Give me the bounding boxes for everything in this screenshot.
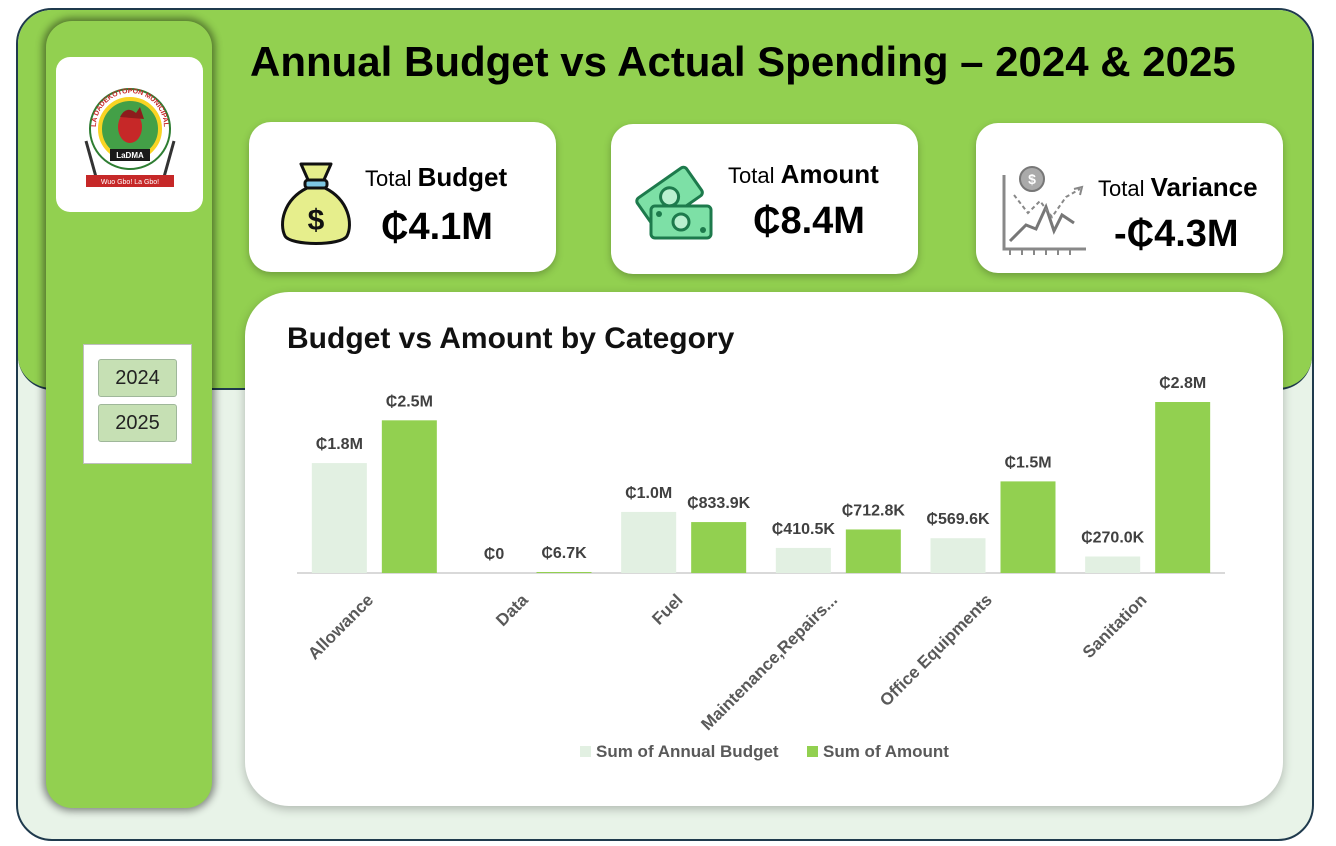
bar-chart: ₵1.8M ₵2.5M Allowance ₵0 ₵6.7K Data ₵1.0M ₵833.… (297, 375, 1225, 761)
page-title: Annual Budget vs Actual Spending – 2024 … (250, 38, 1236, 85)
kpi-variance-value: -₵4.3M (1114, 213, 1239, 255)
data-label: ₵410.5K (772, 521, 836, 538)
data-label: ₵270.0K (1081, 530, 1145, 547)
kpi-variance-label: Total Variance (1098, 172, 1258, 202)
svg-text:$: $ (308, 204, 325, 237)
legend-swatch (807, 746, 818, 757)
data-label: ₵569.6K (926, 511, 990, 528)
bar-budget (1085, 556, 1141, 573)
kpi-total-amount: Total Amount ₵8.4M (611, 124, 918, 274)
category-tick-label: Fuel (648, 590, 686, 628)
svg-text:$: $ (1028, 171, 1036, 187)
legend-label: Sum of Amount (823, 742, 949, 761)
slicer-option-2025[interactable]: 2025 (98, 404, 177, 442)
year-slicer: 2024 2025 (83, 344, 192, 464)
money-bag-icon: $ (281, 162, 351, 245)
trend-chart-icon: $ (1002, 166, 1086, 255)
data-label: ₵2.8M (1159, 375, 1206, 392)
rooster-icon (118, 111, 142, 143)
bar-amount (536, 572, 592, 573)
category-tick-label: Maintenance,Repairs... (697, 590, 841, 734)
kpi-budget-label: Total Budget (365, 162, 508, 192)
chart-card: Budget vs Amount by Category ₵1.8M ₵2.5M A… (245, 292, 1283, 806)
category-tick-label: Office Equipments (876, 590, 996, 710)
data-label: ₵2.5M (386, 393, 433, 410)
municipal-logo: LA DADEKOTOPON MUNICIPAL ASSEMBLY LaDMA … (53, 52, 176, 187)
bar-amount (691, 522, 747, 573)
kpi-amount-label: Total Amount (728, 159, 879, 189)
banknotes-icon (635, 165, 713, 240)
kpi-total-budget: $ Total Budget ₵4.1M (249, 122, 556, 272)
bar-budget (930, 538, 986, 573)
slicer-option-2024[interactable]: 2024 (98, 359, 177, 397)
bar-amount (381, 420, 437, 573)
legend-label: Sum of Annual Budget (596, 742, 779, 761)
chart-title: Budget vs Amount by Category (287, 322, 735, 355)
svg-text:LaDMA: LaDMA (116, 151, 144, 160)
bar-budget (775, 547, 831, 573)
data-label: ₵0 (484, 546, 505, 563)
category-tick-label: Sanitation (1079, 590, 1151, 662)
data-label: ₵6.7K (541, 545, 587, 562)
data-label: ₵1.5M (1004, 454, 1051, 471)
category-tick-label: Allowance (304, 590, 377, 663)
kpi-budget-value: ₵4.1M (381, 206, 493, 248)
data-label: ₵1.8M (316, 436, 363, 453)
data-label: ₵1.0M (625, 485, 672, 502)
svg-text:Wuo Gbo! La Gbo!: Wuo Gbo! La Gbo! (101, 179, 159, 186)
bar-budget (311, 463, 367, 573)
bar-amount (1000, 481, 1056, 573)
bar-budget (621, 511, 677, 573)
kpi-total-variance: $ Total Variance -₵4.3M (976, 123, 1283, 273)
bar-amount (845, 529, 901, 573)
data-label: ₵712.8K (842, 502, 906, 519)
legend-swatch (580, 746, 591, 757)
data-label: ₵833.9K (687, 495, 751, 512)
bar-amount (1155, 402, 1211, 573)
logo-card: LA DADEKOTOPON MUNICIPAL ASSEMBLY LaDMA … (53, 52, 203, 212)
kpi-amount-value: ₵8.4M (753, 200, 865, 242)
category-tick-label: Data (492, 590, 532, 630)
